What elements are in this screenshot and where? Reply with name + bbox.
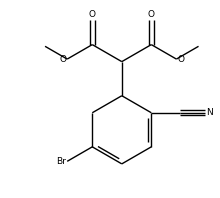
Text: Br: Br <box>56 157 66 166</box>
Text: O: O <box>89 10 96 19</box>
Text: O: O <box>177 55 184 64</box>
Text: O: O <box>60 55 66 64</box>
Text: N: N <box>206 108 213 117</box>
Text: O: O <box>148 10 155 19</box>
